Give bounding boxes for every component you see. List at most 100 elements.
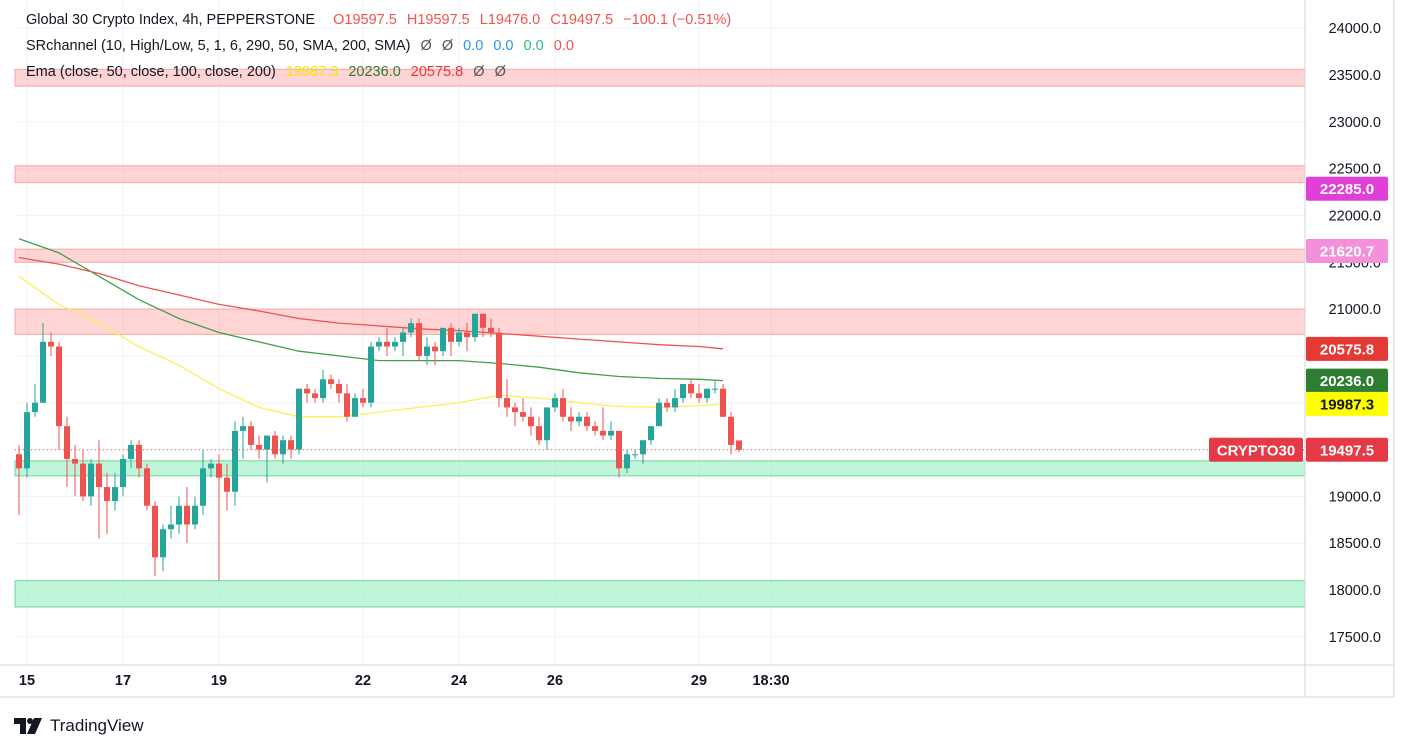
price-label-box bbox=[1306, 336, 1388, 361]
sr-value-2: Ø bbox=[441, 38, 454, 54]
ohlc-open: O19597.5 bbox=[333, 12, 397, 28]
candle-body bbox=[704, 388, 710, 399]
symbol-title[interactable]: Global 30 Crypto Index, 4h, PEPPERSTONE bbox=[26, 12, 316, 28]
candle-body bbox=[488, 327, 494, 333]
candle-body bbox=[368, 346, 374, 403]
resistance-zone bbox=[14, 308, 1306, 335]
candle-body bbox=[432, 346, 438, 352]
candle-body bbox=[376, 341, 382, 347]
candle-body bbox=[568, 416, 574, 422]
candle-body bbox=[528, 416, 534, 427]
support-zone bbox=[14, 580, 1306, 608]
candle-body bbox=[584, 416, 590, 427]
candle-body bbox=[720, 388, 726, 417]
candle-body bbox=[408, 323, 414, 333]
candle-body bbox=[608, 430, 614, 436]
candle-body bbox=[504, 398, 510, 408]
x-tick-label: 29 bbox=[691, 673, 707, 689]
candle-body bbox=[320, 379, 326, 399]
price-label-ema200: 20575.8 bbox=[1320, 341, 1374, 358]
candle-body bbox=[96, 463, 102, 488]
ema-legend[interactable]: Ema (close, 50, close, 100, close, 200) … bbox=[26, 63, 512, 81]
candle-body bbox=[312, 393, 318, 399]
candles bbox=[16, 313, 742, 581]
candle-body bbox=[184, 505, 190, 525]
candle-body bbox=[448, 327, 454, 342]
ema-value-4: Ø bbox=[473, 64, 485, 80]
ema50-line bbox=[18, 275, 724, 418]
axes: 17500.018000.018500.019000.021000.021500… bbox=[0, 0, 1395, 698]
ema100-value: 20236.0 bbox=[348, 64, 401, 80]
candle-body bbox=[224, 477, 230, 492]
y-tick-label: 23000.0 bbox=[1329, 115, 1381, 131]
candle-body bbox=[248, 426, 254, 445]
ema100-line bbox=[18, 238, 724, 382]
candle-body bbox=[560, 398, 566, 417]
srchannel-legend[interactable]: SRchannel (10, High/Low, 5, 1, 6, 290, 5… bbox=[26, 37, 580, 55]
candle-body bbox=[128, 444, 134, 459]
srchannel-label: SRchannel (10, High/Low, 5, 1, 6, 290, 5… bbox=[26, 38, 411, 54]
candle-body bbox=[696, 393, 702, 399]
sr-zones bbox=[14, 68, 1306, 608]
candle-body bbox=[136, 444, 142, 469]
symbol-legend: Global 30 Crypto Index, 4h, PEPPERSTONE … bbox=[26, 11, 737, 29]
candle-body bbox=[120, 458, 126, 488]
candle-body bbox=[496, 332, 502, 399]
price-label-ema50: 19987.3 bbox=[1320, 396, 1374, 413]
candle-body bbox=[736, 440, 742, 450]
x-tick-label: 15 bbox=[19, 673, 35, 689]
candle-body bbox=[176, 505, 182, 525]
candle-body bbox=[72, 458, 78, 464]
y-tick-label: 19000.0 bbox=[1329, 489, 1381, 505]
candle-body bbox=[624, 454, 630, 469]
symbol-tag: CRYPTO30 bbox=[1217, 442, 1295, 459]
tradingview-logo[interactable]: TradingView bbox=[14, 716, 144, 736]
candle-body bbox=[512, 407, 518, 413]
sr-value-6: 0.0 bbox=[553, 38, 574, 54]
candle-body bbox=[472, 313, 478, 338]
candle-body bbox=[24, 412, 30, 469]
ohlc-low: L19476.0 bbox=[479, 12, 541, 28]
symbol-tag-box bbox=[1209, 437, 1303, 462]
resistance-zone bbox=[14, 165, 1306, 184]
candle-body bbox=[536, 426, 542, 441]
price-label-magenta: 22285.0 bbox=[1320, 181, 1374, 198]
resistance-zone bbox=[14, 248, 1306, 263]
candle-body bbox=[152, 505, 158, 558]
candle-body bbox=[552, 398, 558, 408]
y-tick-label: 21000.0 bbox=[1329, 302, 1381, 318]
tradingview-logo-icon bbox=[14, 718, 42, 734]
candle-body bbox=[464, 332, 470, 338]
candle-body bbox=[296, 388, 302, 450]
candle-body bbox=[144, 468, 150, 506]
candle-body bbox=[440, 327, 446, 352]
candle-body bbox=[88, 463, 94, 497]
ema-label: Ema (close, 50, close, 100, close, 200) bbox=[26, 64, 276, 80]
x-tick-label: 18:30 bbox=[752, 673, 789, 689]
x-tick-label: 19 bbox=[211, 673, 227, 689]
candle-body bbox=[264, 435, 270, 450]
candle-body bbox=[688, 384, 694, 394]
ohlc-high: H19597.5 bbox=[406, 12, 470, 28]
candle-body bbox=[232, 430, 238, 492]
candle-body bbox=[520, 412, 526, 417]
price-label-box bbox=[1306, 176, 1388, 201]
candle-body bbox=[632, 454, 638, 456]
price-label-box bbox=[1306, 368, 1388, 393]
price-labels: 22285.0 21620.7 20575.8 20236.0 19987.3 19497… bbox=[1209, 176, 1388, 462]
candle-body bbox=[424, 346, 430, 356]
candle-body bbox=[344, 393, 350, 417]
sr-value-3: 0.0 bbox=[463, 38, 484, 54]
candle-body bbox=[280, 440, 286, 455]
candle-body bbox=[272, 435, 278, 455]
candle-body bbox=[104, 487, 110, 502]
sr-value-1: Ø bbox=[420, 38, 432, 54]
candle-body bbox=[16, 454, 22, 469]
ema200-value: 20575.8 bbox=[410, 64, 464, 80]
candle-body bbox=[48, 341, 54, 347]
candle-body bbox=[640, 440, 646, 455]
y-tick-label: 22000.0 bbox=[1329, 208, 1381, 224]
candle-body bbox=[288, 440, 294, 450]
candle-body bbox=[648, 426, 654, 441]
